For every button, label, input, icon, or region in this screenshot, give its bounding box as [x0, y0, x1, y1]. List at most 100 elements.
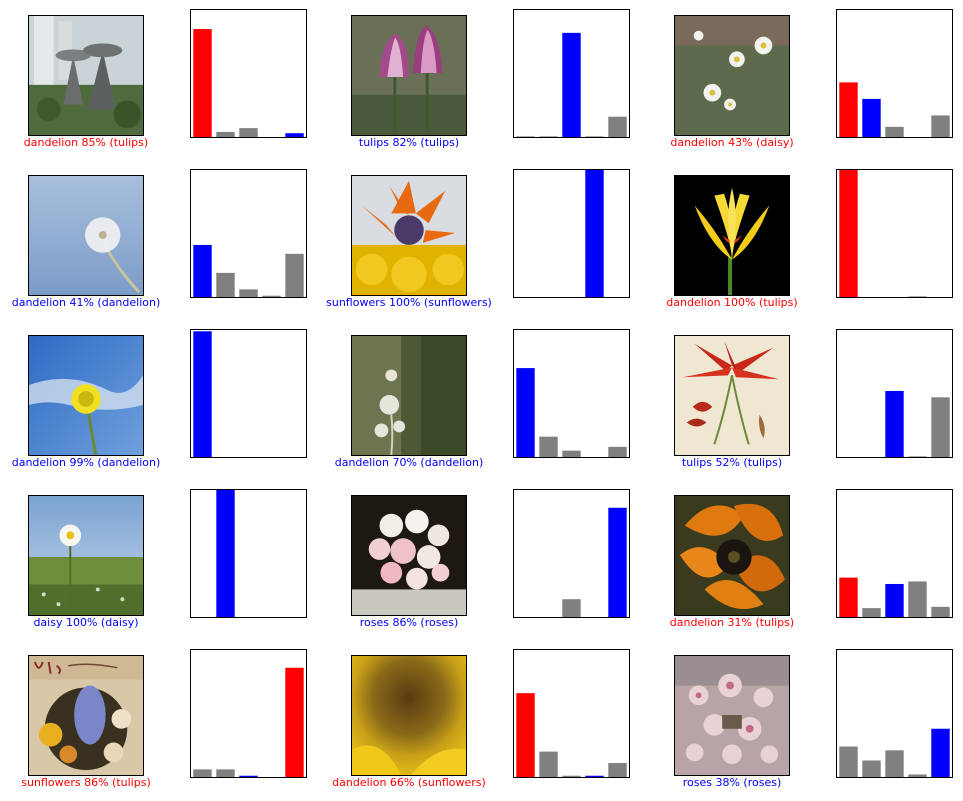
flower-image [351, 175, 467, 296]
prediction-cell: dandelion 70% (dandelion) [323, 320, 643, 480]
probability-bar-plot [190, 489, 307, 618]
probability-bar [539, 136, 558, 137]
probability-bar [862, 608, 881, 617]
probability-bar [285, 253, 304, 297]
probability-bar [585, 170, 604, 297]
flower-image [351, 495, 467, 616]
probability-bar [539, 436, 558, 457]
prediction-caption: dandelion 41% (dandelion) [11, 296, 161, 309]
probability-bar-plot [513, 649, 630, 778]
probability-bar-plot [836, 329, 953, 458]
probability-bar [585, 136, 604, 137]
probability-bar [862, 760, 881, 777]
prediction-cell: dandelion 43% (daisy) [646, 0, 963, 160]
probability-bar [608, 763, 627, 777]
probability-bar-plot [513, 169, 630, 298]
prediction-caption: dandelion 31% (tulips) [669, 616, 795, 629]
probability-bar [608, 507, 627, 617]
flower-image [674, 175, 790, 296]
probability-bar [216, 490, 235, 617]
probability-bar [239, 289, 258, 297]
probability-bar [885, 126, 904, 137]
probability-bar [193, 331, 212, 457]
probability-bar [608, 116, 627, 137]
probability-bar [516, 368, 535, 457]
prediction-caption: dandelion 85% (tulips) [23, 136, 149, 149]
probability-bar [562, 599, 581, 617]
probability-bar [839, 746, 858, 777]
probability-bar [931, 606, 950, 617]
flower-image [28, 655, 144, 776]
prediction-caption: roses 86% (roses) [359, 616, 459, 629]
probability-bar [285, 667, 304, 777]
flower-image [351, 335, 467, 456]
probability-bar [585, 775, 604, 777]
prediction-cell: dandelion 85% (tulips) [0, 0, 320, 160]
prediction-caption: tulips 82% (tulips) [358, 136, 460, 149]
prediction-caption: dandelion 99% (dandelion) [11, 456, 161, 469]
flower-image [674, 335, 790, 456]
probability-bar [562, 450, 581, 457]
prediction-cell: dandelion 99% (dandelion) [0, 320, 320, 480]
probability-bar [885, 750, 904, 777]
prediction-cell: roses 38% (roses) [646, 640, 963, 800]
prediction-cell: sunflowers 100% (sunflowers) [323, 160, 643, 320]
probability-bar [193, 769, 212, 777]
prediction-caption: dandelion 100% (tulips) [666, 296, 798, 309]
probability-bar [516, 693, 535, 777]
probability-bar [516, 136, 535, 137]
probability-bar [239, 128, 258, 137]
probability-bar [839, 170, 858, 297]
probability-bar [193, 29, 212, 137]
probability-bar-plot [836, 489, 953, 618]
prediction-caption: dandelion 66% (sunflowers) [332, 776, 486, 789]
probability-bar [931, 397, 950, 457]
flower-image [674, 655, 790, 776]
probability-bar [931, 728, 950, 777]
probability-bar [608, 446, 627, 457]
probability-bar-plot [190, 329, 307, 458]
prediction-cell: sunflowers 86% (tulips) [0, 640, 320, 800]
probability-bar [839, 577, 858, 617]
probability-bar [908, 774, 927, 777]
flower-image [28, 335, 144, 456]
prediction-cell: dandelion 31% (tulips) [646, 480, 963, 640]
flower-image [674, 495, 790, 616]
flower-image [28, 175, 144, 296]
probability-bar-plot [190, 169, 307, 298]
flower-image [28, 495, 144, 616]
probability-bar [839, 82, 858, 137]
probability-bar [885, 583, 904, 617]
prediction-caption: daisy 100% (daisy) [33, 616, 139, 629]
probability-bar-plot [190, 9, 307, 138]
probability-bar [908, 581, 927, 617]
prediction-caption: dandelion 70% (dandelion) [334, 456, 484, 469]
probability-bar [931, 115, 950, 137]
probability-bar-plot [513, 9, 630, 138]
prediction-caption: tulips 52% (tulips) [681, 456, 783, 469]
probability-bar [908, 296, 927, 297]
prediction-cell: tulips 52% (tulips) [646, 320, 963, 480]
probability-bar [562, 775, 581, 777]
probability-bar [216, 769, 235, 777]
probability-bar [216, 272, 235, 297]
prediction-caption: roses 38% (roses) [682, 776, 782, 789]
probability-bar [285, 133, 304, 137]
probability-bar-plot [513, 329, 630, 458]
probability-bar-plot [836, 649, 953, 778]
prediction-cell: dandelion 66% (sunflowers) [323, 640, 643, 800]
prediction-caption: dandelion 43% (daisy) [670, 136, 794, 149]
prediction-cell: daisy 100% (daisy) [0, 480, 320, 640]
probability-bar [908, 456, 927, 457]
prediction-cell: dandelion 41% (dandelion) [0, 160, 320, 320]
flower-image [351, 655, 467, 776]
probability-bar [262, 295, 281, 297]
probability-bar [562, 32, 581, 137]
prediction-cell: dandelion 100% (tulips) [646, 160, 963, 320]
probability-bar [862, 98, 881, 137]
probability-bar-plot [190, 649, 307, 778]
probability-bar-plot [513, 489, 630, 618]
probability-bar [216, 131, 235, 137]
prediction-caption: sunflowers 86% (tulips) [21, 776, 151, 789]
flower-image [674, 15, 790, 136]
